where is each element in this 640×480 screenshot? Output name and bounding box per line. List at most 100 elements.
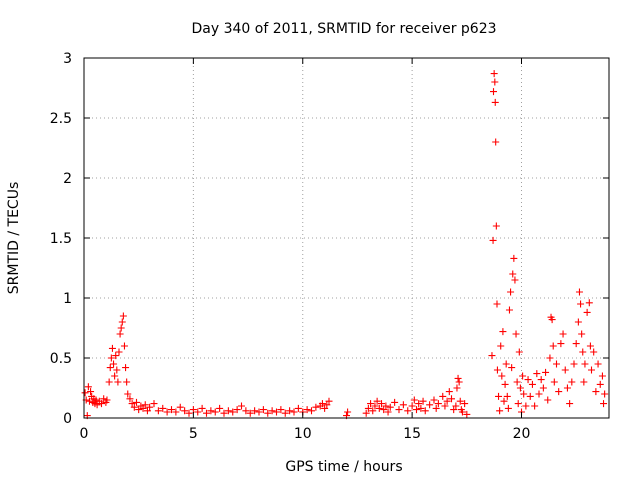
data-point	[251, 407, 259, 415]
data-point	[87, 388, 95, 396]
data-point	[497, 342, 505, 350]
data-point	[502, 360, 510, 368]
data-point	[561, 366, 569, 374]
data-point	[380, 406, 388, 414]
data-point	[362, 409, 370, 417]
data-point	[410, 396, 418, 404]
data-point	[430, 396, 438, 404]
data-point	[594, 360, 602, 368]
data-point	[224, 407, 232, 415]
data-point	[229, 408, 237, 416]
data-point	[542, 368, 550, 376]
data-point	[105, 378, 113, 386]
data-point	[439, 392, 447, 400]
data-point	[159, 404, 167, 412]
data-point	[415, 400, 423, 408]
data-point	[601, 390, 609, 398]
data-point	[546, 354, 554, 362]
data-point	[432, 404, 440, 412]
data-point	[168, 406, 175, 414]
data-point	[108, 344, 116, 352]
data-point	[508, 364, 516, 372]
y-tick-label: 3	[63, 51, 72, 67]
data-point	[391, 398, 399, 406]
y-axis-label: SRMTID / TECUs	[6, 182, 22, 295]
data-point	[150, 400, 158, 408]
y-tick-label: 1.5	[50, 231, 72, 247]
data-point	[112, 352, 120, 360]
data-point	[537, 376, 545, 384]
data-point	[119, 312, 127, 320]
data-point	[399, 401, 407, 409]
data-point	[114, 378, 122, 386]
data-point	[421, 407, 429, 415]
data-point	[557, 340, 565, 348]
data-point	[455, 378, 463, 386]
data-point	[207, 407, 215, 415]
data-points	[81, 70, 609, 420]
data-point	[488, 352, 496, 360]
data-point	[496, 407, 504, 415]
data-point	[386, 403, 394, 411]
data-point	[308, 407, 315, 415]
data-point	[458, 408, 466, 416]
y-tick-label: 0.5	[50, 351, 72, 367]
data-point	[559, 330, 567, 338]
data-point	[312, 403, 320, 411]
data-point	[375, 404, 383, 412]
data-point	[238, 402, 245, 410]
data-point	[81, 389, 89, 397]
data-point	[268, 407, 276, 415]
x-tick-label: 0	[80, 426, 89, 442]
data-point	[445, 388, 453, 396]
data-point	[113, 366, 121, 374]
x-tick-label: 5	[189, 426, 198, 442]
data-point	[548, 316, 556, 324]
data-point	[434, 400, 442, 408]
data-point	[100, 395, 108, 403]
data-point	[133, 398, 140, 406]
data-point	[526, 392, 534, 400]
data-point	[443, 397, 451, 405]
data-point	[490, 70, 498, 78]
grid	[84, 58, 609, 418]
data-point	[404, 407, 412, 415]
data-point	[344, 408, 352, 416]
data-point	[154, 407, 162, 415]
data-point	[456, 397, 464, 405]
data-point	[549, 342, 557, 350]
data-point	[318, 400, 326, 408]
data-point	[509, 270, 517, 278]
y-tick-label: 2	[63, 171, 72, 187]
data-point	[539, 384, 547, 392]
data-point	[408, 402, 416, 410]
data-point	[600, 400, 608, 408]
data-point	[500, 397, 508, 405]
data-point	[85, 397, 93, 405]
data-point	[395, 406, 403, 414]
data-point	[84, 383, 92, 391]
data-point	[98, 400, 105, 408]
data-point	[281, 409, 289, 417]
data-point	[520, 390, 528, 398]
data-point	[242, 407, 250, 415]
data-point	[130, 403, 138, 411]
data-point	[367, 400, 375, 408]
data-point	[373, 397, 381, 405]
data-point	[598, 372, 606, 380]
data-point	[579, 348, 587, 356]
plot-frame	[83, 57, 610, 419]
data-point	[531, 402, 539, 410]
data-point	[441, 402, 449, 410]
data-point	[93, 401, 101, 409]
data-point	[463, 410, 471, 418]
data-point	[578, 330, 586, 338]
data-point	[176, 403, 184, 411]
data-point	[572, 340, 580, 348]
data-point	[118, 318, 126, 326]
data-point	[503, 392, 511, 400]
data-point	[120, 342, 128, 350]
data-point	[378, 400, 385, 408]
data-point	[255, 408, 263, 416]
